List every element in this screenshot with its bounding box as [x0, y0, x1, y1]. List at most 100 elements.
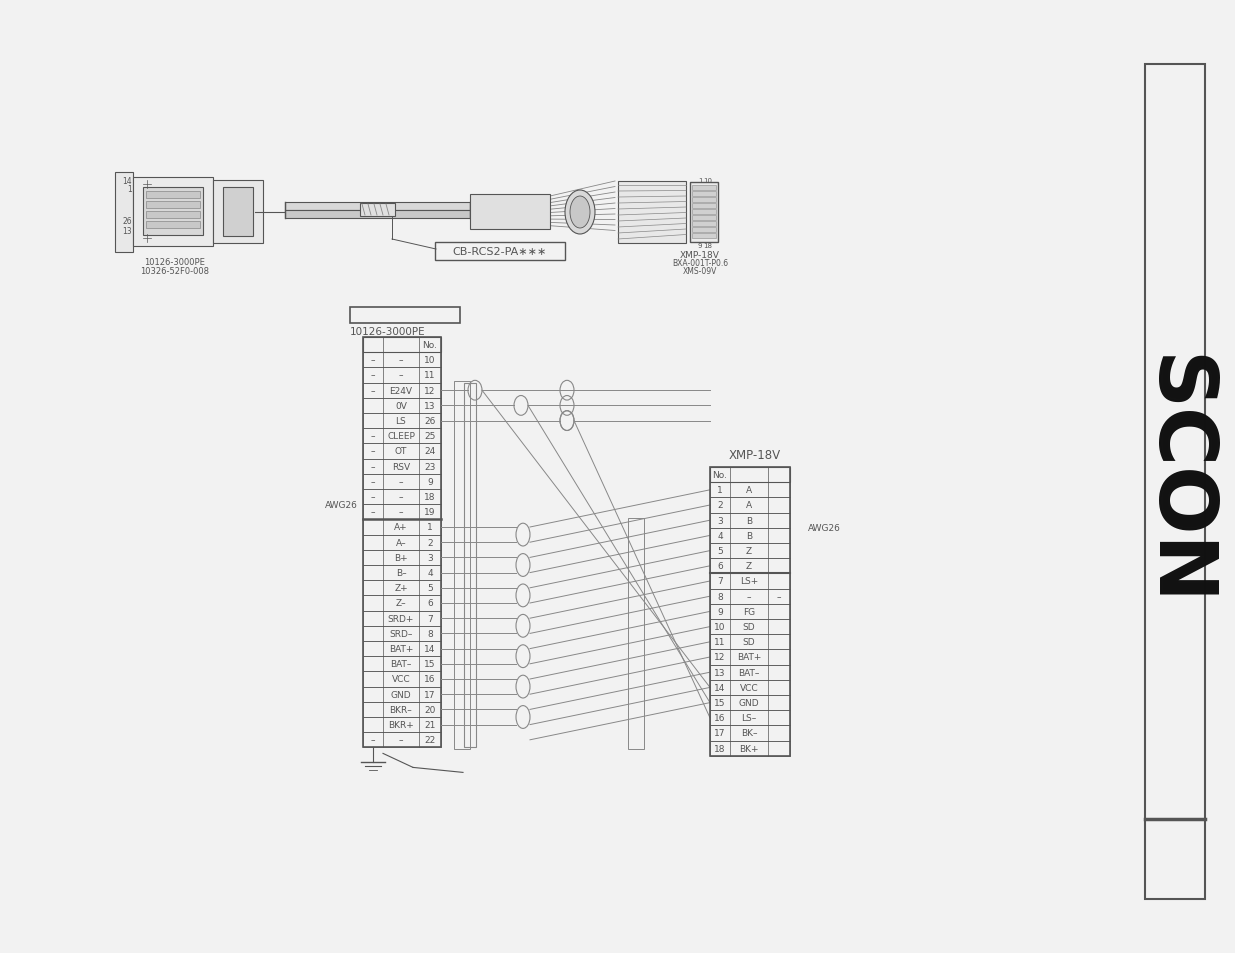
- Text: 15: 15: [714, 699, 726, 707]
- Text: LS: LS: [395, 416, 406, 426]
- Bar: [710, 725, 790, 740]
- Bar: [146, 202, 200, 209]
- Text: 8: 8: [718, 592, 722, 601]
- Bar: [692, 215, 716, 221]
- Text: B: B: [746, 517, 752, 525]
- Text: BAT+: BAT+: [389, 644, 414, 654]
- Text: –: –: [399, 371, 404, 380]
- Text: 4: 4: [718, 532, 722, 540]
- Text: GND: GND: [739, 699, 760, 707]
- Text: –: –: [370, 371, 375, 380]
- Text: AWG26: AWG26: [325, 500, 357, 509]
- Text: 16: 16: [425, 675, 436, 684]
- Bar: [212, 181, 263, 244]
- Bar: [363, 414, 441, 429]
- Bar: [1145, 65, 1205, 899]
- Bar: [363, 565, 441, 580]
- Text: 1: 1: [718, 486, 722, 495]
- Bar: [710, 665, 790, 680]
- Bar: [363, 718, 441, 733]
- Bar: [692, 228, 716, 233]
- Text: –: –: [370, 462, 375, 471]
- Text: 0V: 0V: [395, 401, 408, 411]
- Text: 7: 7: [718, 577, 722, 586]
- Text: 6: 6: [718, 561, 722, 571]
- Text: 1: 1: [127, 185, 132, 194]
- Bar: [363, 459, 441, 475]
- Bar: [363, 535, 441, 550]
- Bar: [692, 204, 716, 209]
- Bar: [710, 468, 790, 756]
- Text: A: A: [746, 501, 752, 510]
- Text: 9: 9: [718, 607, 722, 617]
- Text: BKR+: BKR+: [388, 720, 414, 729]
- Bar: [710, 513, 790, 528]
- Text: –: –: [777, 592, 782, 601]
- Text: –: –: [370, 477, 375, 486]
- Bar: [363, 444, 441, 459]
- Text: 14: 14: [122, 177, 132, 186]
- Text: No.: No.: [422, 341, 437, 350]
- Text: BXA-001T-P0.6: BXA-001T-P0.6: [672, 259, 729, 268]
- Text: 1: 1: [698, 178, 703, 184]
- Text: –: –: [399, 508, 404, 517]
- Text: GND: GND: [390, 690, 411, 699]
- Text: 13: 13: [425, 401, 436, 411]
- Bar: [710, 528, 790, 543]
- Bar: [692, 198, 716, 203]
- Text: 24: 24: [425, 447, 436, 456]
- Text: 18: 18: [703, 243, 713, 249]
- Text: 3: 3: [718, 517, 722, 525]
- Bar: [146, 212, 200, 219]
- Text: SD: SD: [742, 622, 756, 632]
- Bar: [363, 429, 441, 444]
- Bar: [710, 635, 790, 650]
- Text: –: –: [370, 736, 375, 744]
- Bar: [710, 680, 790, 696]
- Bar: [363, 353, 441, 368]
- Text: LS+: LS+: [740, 577, 758, 586]
- Bar: [692, 192, 716, 196]
- Text: B–: B–: [395, 569, 406, 578]
- Text: 10: 10: [425, 355, 436, 365]
- Text: 19: 19: [425, 508, 436, 517]
- Text: Z: Z: [746, 561, 752, 571]
- Text: 14: 14: [425, 644, 436, 654]
- Bar: [363, 733, 441, 747]
- Bar: [363, 641, 441, 657]
- Bar: [363, 702, 441, 718]
- Text: 10: 10: [703, 178, 713, 184]
- Text: BAT–: BAT–: [390, 659, 411, 669]
- Text: BK+: BK+: [740, 744, 758, 753]
- Bar: [710, 740, 790, 756]
- Bar: [454, 382, 471, 749]
- Bar: [690, 183, 718, 243]
- Bar: [285, 203, 471, 211]
- Text: XMP-18V: XMP-18V: [729, 449, 781, 462]
- Bar: [363, 580, 441, 596]
- Text: CLEEP: CLEEP: [387, 432, 415, 441]
- Bar: [618, 182, 685, 244]
- Bar: [710, 497, 790, 513]
- Text: –: –: [747, 592, 751, 601]
- Text: 12: 12: [714, 653, 726, 661]
- Text: Z: Z: [746, 546, 752, 556]
- Bar: [350, 308, 459, 324]
- Text: 11: 11: [714, 638, 726, 647]
- Bar: [363, 475, 441, 490]
- Text: 17: 17: [714, 729, 726, 738]
- Bar: [363, 626, 441, 641]
- Text: 5: 5: [427, 583, 433, 593]
- Bar: [710, 558, 790, 574]
- Text: BKR–: BKR–: [389, 705, 412, 714]
- Bar: [710, 468, 790, 482]
- Text: SCON: SCON: [1136, 354, 1214, 606]
- Bar: [363, 687, 441, 702]
- Text: 18: 18: [425, 493, 436, 501]
- Text: SD: SD: [742, 638, 756, 647]
- Bar: [363, 337, 441, 353]
- Text: 25: 25: [425, 432, 436, 441]
- Bar: [363, 398, 441, 414]
- Text: 10126-3000PE: 10126-3000PE: [144, 258, 205, 267]
- Bar: [143, 188, 203, 235]
